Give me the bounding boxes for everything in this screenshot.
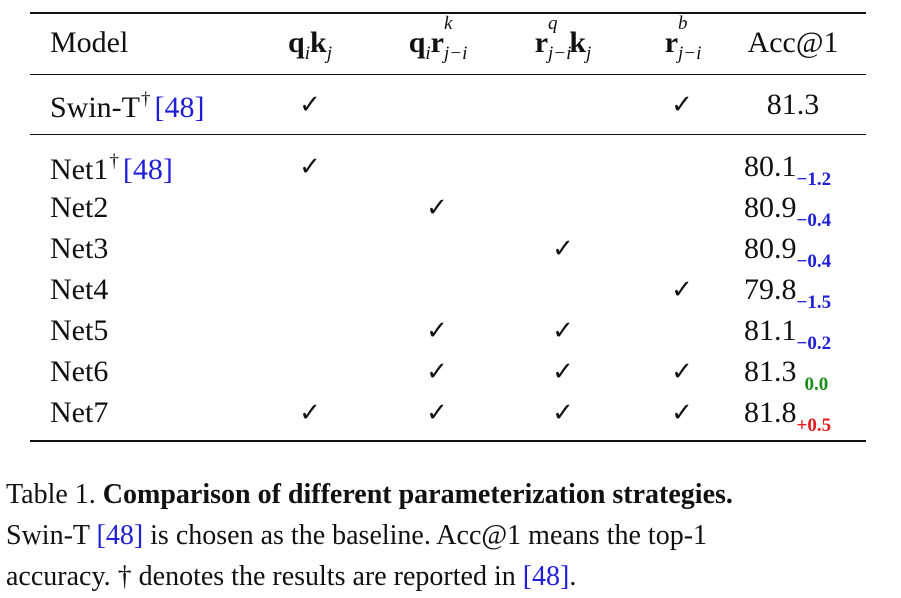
- caption-title: Comparison of different parameterization…: [102, 479, 733, 510]
- check-mark: ✓: [299, 90, 321, 120]
- check-mark: ✓: [299, 152, 321, 182]
- row-acc: 79.8−1.5: [744, 273, 832, 313]
- baseline-acc: 81.3: [766, 88, 820, 121]
- accuracy-delta: 0.0: [804, 374, 829, 395]
- top-rule: [30, 12, 866, 14]
- row-acc: 81.1−0.2: [744, 314, 832, 354]
- header-qk: qikj: [288, 26, 332, 64]
- header-model: Model: [50, 26, 129, 59]
- check-mark: ✓: [671, 398, 693, 428]
- citation-link[interactable]: [48]: [154, 91, 205, 124]
- header-rb: rbj−ij−i: [664, 13, 702, 64]
- check-mark: ✓: [426, 357, 448, 387]
- caption-label: Table 1.: [6, 479, 96, 510]
- check-mark: ✓: [426, 398, 448, 428]
- accuracy-delta: −1.2: [796, 169, 832, 190]
- accuracy-delta: +0.5: [796, 415, 832, 436]
- row-model: Net1† [48]: [50, 151, 173, 186]
- citation-link[interactable]: [48]: [122, 153, 173, 186]
- check-mark: ✓: [671, 357, 693, 387]
- row-model: Net2: [50, 191, 109, 224]
- check-mark: ✓: [552, 398, 574, 428]
- accuracy-delta: −0.4: [796, 210, 832, 231]
- header-rule: [30, 74, 866, 75]
- row-acc: 81.8+0.5: [744, 396, 832, 436]
- row-model: Net3: [50, 232, 109, 265]
- baseline-model: Swin-T† [48]: [50, 89, 205, 124]
- accuracy-delta: −0.4: [796, 251, 832, 272]
- row-model: Net6: [50, 355, 109, 388]
- header-rk: rqj−ij−ikj: [534, 13, 592, 64]
- citation-link[interactable]: [48]: [522, 561, 570, 592]
- check-mark: ✓: [552, 357, 574, 387]
- row-model: Net7: [50, 396, 109, 429]
- row-acc: 80.1−1.2: [744, 150, 832, 190]
- row-acc: 81.3 0.0: [744, 355, 829, 395]
- check-mark: ✓: [552, 316, 574, 346]
- bottom-rule: [30, 440, 866, 442]
- header-acc: Acc@1: [747, 26, 839, 59]
- row-model: Net4: [50, 273, 109, 306]
- row-model: Net5: [50, 314, 109, 347]
- check-mark: ✓: [552, 234, 574, 264]
- baseline-rule: [30, 134, 866, 135]
- check-mark: ✓: [671, 275, 693, 305]
- table-caption: Table 1. Comparison of different paramet…: [6, 479, 733, 592]
- row-acc: 80.9−0.4: [744, 191, 832, 231]
- check-mark: ✓: [426, 316, 448, 346]
- citation-link[interactable]: [48]: [96, 520, 144, 551]
- check-mark: ✓: [299, 398, 321, 428]
- check-mark: ✓: [671, 90, 693, 120]
- accuracy-delta: −1.5: [796, 292, 832, 313]
- accuracy-delta: −0.2: [796, 333, 832, 354]
- row-acc: 80.9−0.4: [744, 232, 832, 272]
- check-mark: ✓: [426, 193, 448, 223]
